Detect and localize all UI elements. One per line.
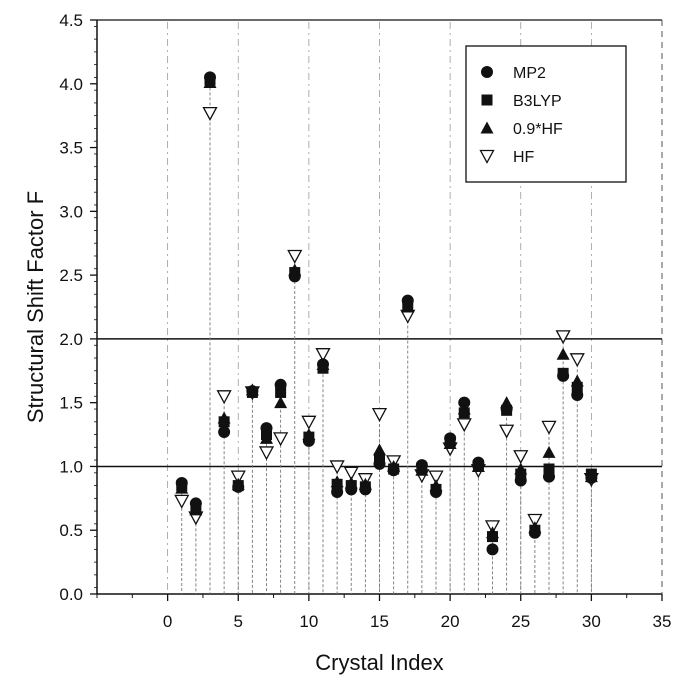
legend-marker-b3lyp: [481, 94, 493, 106]
y-tick-label: 4.0: [59, 75, 83, 94]
point-hf: [287, 249, 303, 264]
y-axis: 0.0 0.5 1.0 1.5 2.0 2.5 3.0 3.5 4.0 4.5: [59, 11, 97, 604]
point-mp2: [472, 456, 485, 469]
point-mp2: [345, 483, 358, 496]
point-hf: [258, 446, 275, 461]
point-b3lyp: [261, 429, 272, 441]
point-0-9-hf: [274, 396, 288, 409]
point-b3lyp: [487, 531, 498, 543]
point-mp2: [543, 470, 555, 483]
x-tick-label: 30: [582, 612, 601, 631]
point-hf: [513, 450, 529, 465]
legend-label-mp2: MP2: [513, 65, 546, 82]
point-mp2: [557, 369, 570, 382]
y-tick-label: 1.0: [59, 457, 83, 476]
y-tick-label: 2.0: [59, 330, 83, 349]
point-mp2: [359, 483, 372, 496]
series-mp2: [175, 71, 598, 556]
point-hf: [527, 513, 543, 528]
legend-label-hf: HF: [513, 149, 535, 166]
y-tick-label: 4.5: [59, 11, 83, 30]
point-mp2: [246, 385, 259, 398]
data-points: [174, 71, 599, 556]
y-tick-label: 3.0: [59, 202, 83, 221]
y-tick-label: 2.5: [59, 266, 83, 285]
point-mp2: [331, 485, 344, 498]
point-mp2: [571, 389, 584, 402]
point-hf: [315, 348, 331, 363]
point-mp2: [302, 434, 315, 447]
point-mp2: [260, 422, 273, 435]
legend-marker-hf: [479, 149, 495, 164]
point-mp2: [458, 396, 471, 409]
point-hf: [569, 353, 585, 368]
point-mp2: [232, 480, 245, 493]
point-hf: [499, 424, 515, 439]
point-b3lyp: [515, 468, 527, 480]
point-b3lyp: [571, 381, 583, 393]
x-tick-label: 5: [234, 612, 243, 631]
point-b3lyp: [543, 463, 555, 475]
point-hf: [273, 432, 289, 447]
y-tick-label: 3.5: [59, 139, 83, 158]
point-mp2: [514, 474, 527, 487]
point-0-9-hf: [542, 445, 556, 458]
point-mp2: [585, 471, 598, 484]
point-mp2: [444, 432, 457, 445]
x-axis-title: Crystal Index: [315, 650, 443, 675]
point-hf: [301, 415, 317, 430]
x-tick-label: 25: [511, 612, 530, 631]
point-hf: [428, 470, 444, 485]
x-tick-label: 35: [653, 612, 672, 631]
point-mp2: [430, 485, 442, 498]
point-mp2: [288, 270, 301, 283]
point-mp2: [317, 358, 329, 371]
point-b3lyp: [218, 416, 230, 428]
point-b3lyp: [331, 478, 343, 490]
point-0-9-hf: [556, 347, 570, 360]
point-hf: [202, 106, 218, 121]
point-hf: [230, 470, 246, 485]
point-hf: [371, 407, 388, 423]
y-axis-title: Structural Shift Factor F: [23, 191, 48, 423]
legend-marker-mp2: [481, 66, 493, 78]
point-0-9-hf: [373, 443, 386, 456]
point-hf: [555, 330, 571, 345]
point-hf: [216, 390, 232, 405]
x-tick-label: 20: [441, 612, 460, 631]
legend-marker-0-9-hf: [480, 121, 494, 134]
y-tick-label: 0.0: [59, 585, 83, 604]
point-mp2: [486, 543, 499, 556]
point-b3lyp: [275, 386, 287, 398]
x-tick-label: 0: [163, 612, 172, 631]
y-tick-label: 0.5: [59, 521, 83, 540]
point-hf: [541, 420, 557, 435]
point-mp2: [401, 294, 414, 307]
point-mp2: [189, 497, 202, 510]
legend: MP2 B3LYP 0.9*HF HF: [465, 45, 627, 183]
point-hf: [343, 466, 359, 481]
point-mp2: [387, 464, 400, 477]
x-axis: 0 5 10 15 20 25 30 35: [96, 594, 672, 631]
point-mp2: [528, 526, 541, 539]
x-tick-label: 15: [370, 612, 389, 631]
point-mp2: [175, 477, 188, 490]
y-tick-label: 1.5: [59, 394, 83, 413]
point-mp2: [274, 378, 287, 391]
point-hf: [456, 418, 472, 433]
point-hf: [174, 494, 190, 509]
point-mp2: [415, 459, 428, 472]
point-mp2: [218, 426, 231, 439]
point-b3lyp: [458, 407, 470, 419]
x-tick-label: 10: [299, 612, 318, 631]
point-hf: [329, 460, 345, 475]
legend-box: [465, 45, 627, 183]
point-mp2: [500, 403, 513, 416]
legend-label-0-9-hf: 0.9*HF: [513, 121, 563, 138]
point-mp2: [373, 457, 386, 470]
legend-label-b3lyp: B3LYP: [513, 93, 562, 110]
point-mp2: [204, 71, 216, 84]
